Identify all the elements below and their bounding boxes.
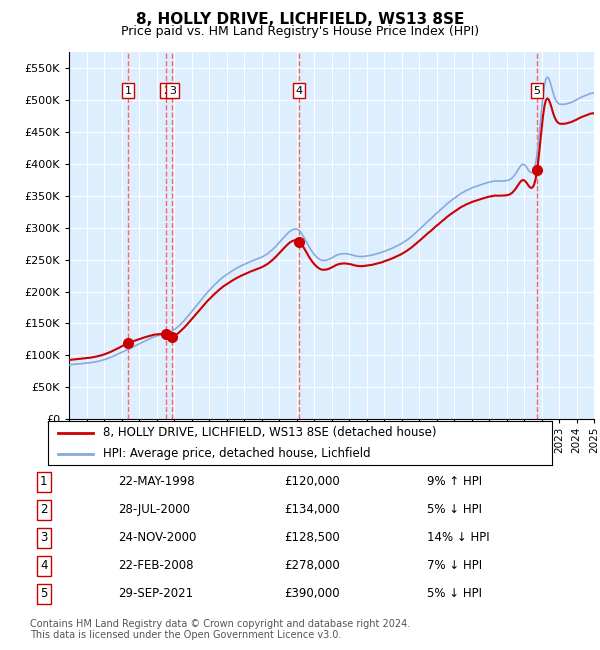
Text: 3: 3 xyxy=(40,532,47,544)
Text: 3: 3 xyxy=(169,86,176,96)
Text: This data is licensed under the Open Government Licence v3.0.: This data is licensed under the Open Gov… xyxy=(30,630,341,640)
Text: 22-FEB-2008: 22-FEB-2008 xyxy=(118,559,194,573)
Text: £134,000: £134,000 xyxy=(284,503,340,516)
Text: Contains HM Land Registry data © Crown copyright and database right 2024.: Contains HM Land Registry data © Crown c… xyxy=(30,619,410,629)
Text: 7% ↓ HPI: 7% ↓ HPI xyxy=(427,559,482,573)
Text: Price paid vs. HM Land Registry's House Price Index (HPI): Price paid vs. HM Land Registry's House … xyxy=(121,25,479,38)
Text: 5% ↓ HPI: 5% ↓ HPI xyxy=(427,588,482,601)
Text: 2: 2 xyxy=(163,86,170,96)
Text: 2: 2 xyxy=(40,503,47,516)
Text: 14% ↓ HPI: 14% ↓ HPI xyxy=(427,532,490,544)
Text: 1: 1 xyxy=(125,86,131,96)
Text: £120,000: £120,000 xyxy=(284,475,340,489)
Text: 22-MAY-1998: 22-MAY-1998 xyxy=(118,475,195,489)
Text: 5: 5 xyxy=(533,86,541,96)
Text: 9% ↑ HPI: 9% ↑ HPI xyxy=(427,475,482,489)
Text: 8, HOLLY DRIVE, LICHFIELD, WS13 8SE (detached house): 8, HOLLY DRIVE, LICHFIELD, WS13 8SE (det… xyxy=(103,426,437,439)
Text: 5% ↓ HPI: 5% ↓ HPI xyxy=(427,503,482,516)
Text: 4: 4 xyxy=(295,86,302,96)
Text: 5: 5 xyxy=(40,588,47,601)
Text: HPI: Average price, detached house, Lichfield: HPI: Average price, detached house, Lich… xyxy=(103,447,371,460)
Text: 1: 1 xyxy=(40,475,47,489)
Text: 4: 4 xyxy=(40,559,47,573)
Text: £128,500: £128,500 xyxy=(284,532,340,544)
Text: £390,000: £390,000 xyxy=(284,588,340,601)
Text: 24-NOV-2000: 24-NOV-2000 xyxy=(118,532,197,544)
Text: 28-JUL-2000: 28-JUL-2000 xyxy=(118,503,190,516)
Text: 29-SEP-2021: 29-SEP-2021 xyxy=(118,588,193,601)
Text: 8, HOLLY DRIVE, LICHFIELD, WS13 8SE: 8, HOLLY DRIVE, LICHFIELD, WS13 8SE xyxy=(136,12,464,27)
Text: £278,000: £278,000 xyxy=(284,559,340,573)
